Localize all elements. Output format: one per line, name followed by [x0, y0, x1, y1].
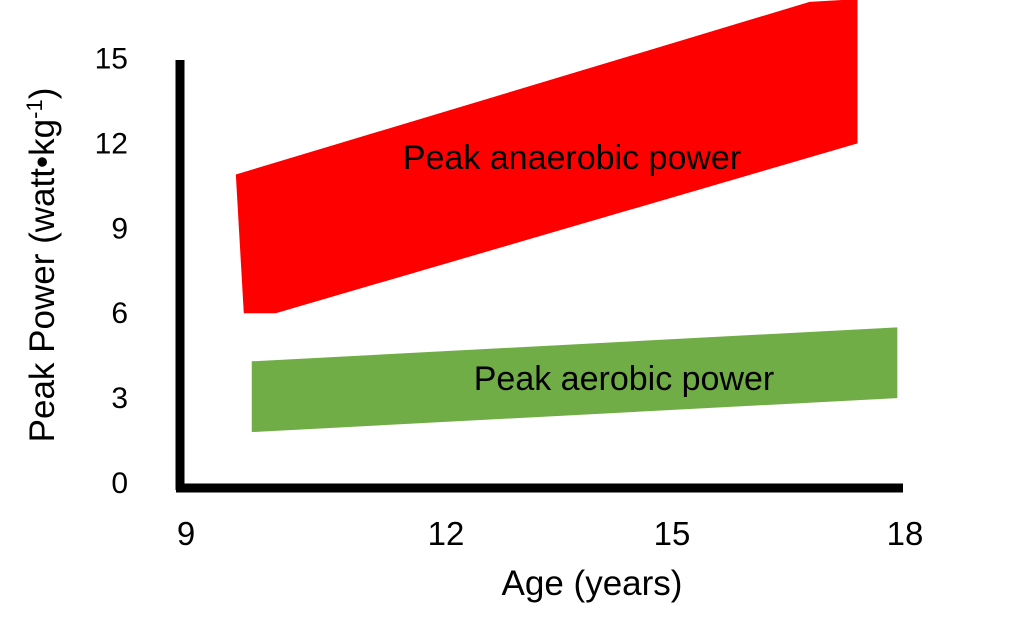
y-axis-title-close: ): [23, 88, 62, 100]
y-tick-labels: 0 3 6 9 12 15: [95, 43, 128, 501]
y-tick-label: 15: [95, 43, 128, 76]
anaerobic-label: Peak anaerobic power: [403, 139, 741, 177]
x-tick-label: 18: [887, 515, 924, 552]
x-tick-label: 15: [654, 515, 691, 552]
y-tick-label: 12: [95, 127, 128, 160]
aerobic-label: Peak aerobic power: [474, 360, 775, 398]
x-tick-labels: 9 12 15 18: [177, 515, 924, 552]
y-tick-label: 6: [111, 297, 128, 330]
anaerobic-power-band: [235, 0, 858, 314]
x-tick-label: 12: [428, 515, 465, 552]
x-axis-title: Age (years): [502, 564, 683, 603]
bands: [235, 0, 898, 433]
y-tick-label: 3: [111, 382, 128, 415]
y-tick-label: 0: [111, 467, 128, 500]
y-axis-title-main: Peak Power (watt•kg: [23, 119, 62, 443]
aerobic-power-band: [251, 327, 898, 433]
y-tick-label: 9: [111, 212, 128, 245]
y-axis-title-sup: -1: [22, 99, 47, 119]
y-axis-title: Peak Power (watt•kg-1): [22, 88, 62, 443]
x-tick-label: 9: [177, 515, 195, 552]
